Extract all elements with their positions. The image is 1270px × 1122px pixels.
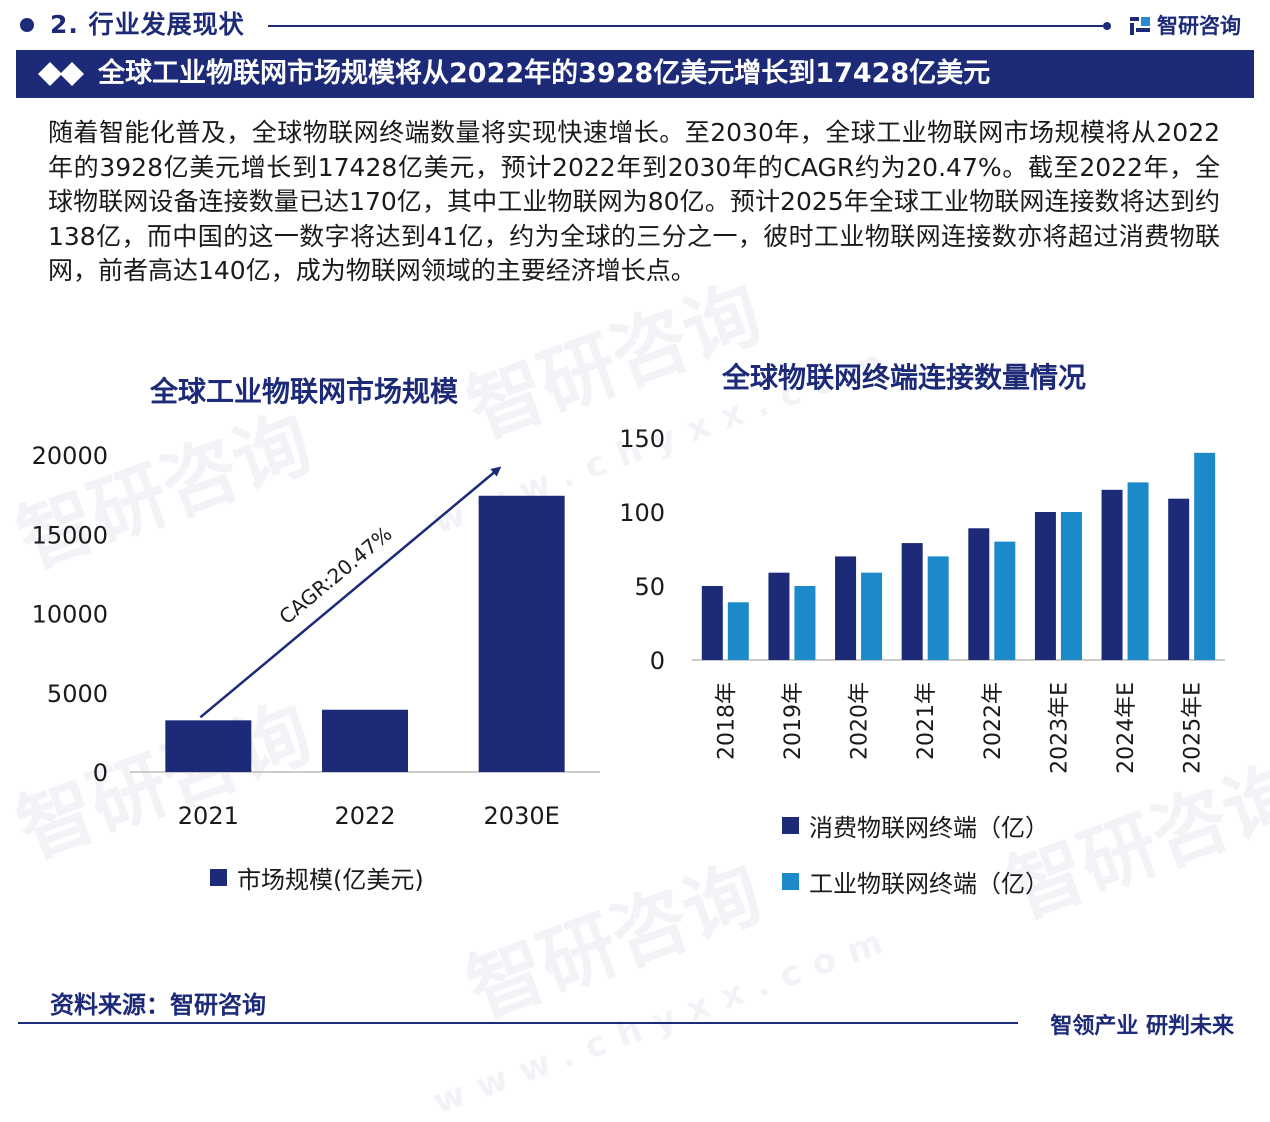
bar-market-size [322, 709, 408, 772]
bar-consumer [1168, 498, 1190, 660]
legend-swatch [782, 816, 799, 834]
y-tick-label: 100 [619, 499, 665, 527]
x-tick-label: 2022年 [981, 682, 1006, 760]
legend-item-consumer: 消费物联网终端（亿） [782, 810, 1049, 842]
x-tick-label: 2024年E [1114, 682, 1139, 774]
y-tick-label: 10000 [32, 601, 108, 629]
bar-industrial [927, 556, 949, 660]
source-note: 资料来源：智研咨询 [50, 991, 266, 1019]
x-tick-label: 2021 [178, 802, 239, 830]
bullet-dot-icon [20, 18, 34, 32]
watermark: 智研咨询 [456, 847, 773, 1035]
bar-industrial [1194, 452, 1216, 660]
y-tick-label: 15000 [32, 521, 108, 549]
x-tick-label: 2019年 [781, 682, 806, 760]
brand-logo-icon [1130, 17, 1150, 35]
x-tick-label: 2025年E [1181, 682, 1206, 774]
legend-swatch [782, 872, 799, 890]
bar-consumer [968, 528, 990, 660]
footer-divider [18, 1022, 1018, 1024]
bar-consumer [701, 586, 723, 660]
chart1-title: 全球工业物联网市场规模 [150, 375, 459, 408]
y-tick-label: 150 [619, 425, 665, 453]
bar-consumer [835, 556, 857, 660]
y-tick-label: 20000 [32, 442, 108, 470]
iot-connections-chart: 0 50 100 150 2018年 2019年 2020年 2021年 2022年 2023年E… [619, 425, 1225, 774]
legend-label-industrial: 工业物联网终端（亿） [809, 869, 1049, 898]
y-tick-label: 5000 [47, 680, 108, 708]
x-tick-label: 2022 [334, 802, 395, 830]
bar-industrial [727, 602, 749, 660]
brand-name: 智研咨询 [1157, 14, 1241, 38]
section-title: 2. 行业发展现状 [50, 10, 245, 39]
bar-industrial [1127, 482, 1149, 660]
chart1-legend: 市场规模(亿美元) [210, 860, 424, 895]
chart2-legend: 消费物联网终端（亿） 工业物联网终端（亿） [782, 810, 1049, 922]
bar-consumer [901, 543, 923, 660]
legend-label-market-size: 市场规模(亿美元) [237, 866, 424, 894]
headline-banner: 全球工业物联网市场规模将从2022年的3928亿美元增长到17428亿美元 [16, 50, 1254, 98]
header-divider-dot [1103, 22, 1111, 30]
x-tick-label: 2021年 [914, 682, 939, 760]
bar-consumer [768, 572, 790, 660]
bar-consumer [1101, 489, 1123, 660]
market-size-chart: 0 5000 10000 15000 20000 2021 2022 2030E CAGR:20… [32, 442, 600, 830]
cagr-annotation: CAGR:20.47% [274, 521, 396, 628]
legend-swatch [210, 869, 227, 886]
section-header: 2. 行业发展现状 智研咨询 [18, 8, 1253, 42]
bar-industrial [861, 572, 883, 660]
legend-label-consumer: 消费物联网终端（亿） [809, 813, 1049, 842]
bar-industrial [994, 541, 1016, 660]
x-tick-label: 2020年 [848, 682, 873, 760]
bar-industrial [1060, 512, 1082, 660]
y-tick-label: 0 [93, 759, 108, 787]
bar-market-size [165, 720, 252, 772]
watermark: www.chyxx.com [427, 917, 902, 1122]
bar-industrial [794, 586, 816, 660]
headline-title: 全球工业物联网市场规模将从2022年的3928亿美元增长到17428亿美元 [98, 58, 991, 89]
cagr-arrow [199, 466, 502, 719]
double-diamond-icon [38, 62, 84, 86]
header-divider [268, 25, 1103, 27]
x-tick-label: 2030E [484, 802, 560, 830]
bar-market-size [478, 495, 565, 772]
footer-slogan: 智领产业 研判未来 [1050, 1014, 1234, 1039]
legend-item-industrial: 工业物联网终端（亿） [782, 866, 1049, 898]
y-tick-label: 0 [650, 647, 665, 675]
y-tick-label: 50 [634, 573, 665, 601]
x-tick-label: 2023年E [1047, 682, 1072, 774]
chart2-title: 全球物联网终端连接数量情况 [722, 361, 1087, 394]
intro-paragraph: 随着智能化普及，全球物联网终端数量将实现快速增长。至2030年，全球工业物联网市… [48, 118, 1220, 285]
x-tick-label: 2018年 [714, 682, 739, 760]
brand: 智研咨询 [1129, 8, 1241, 42]
bar-consumer [1034, 512, 1056, 660]
